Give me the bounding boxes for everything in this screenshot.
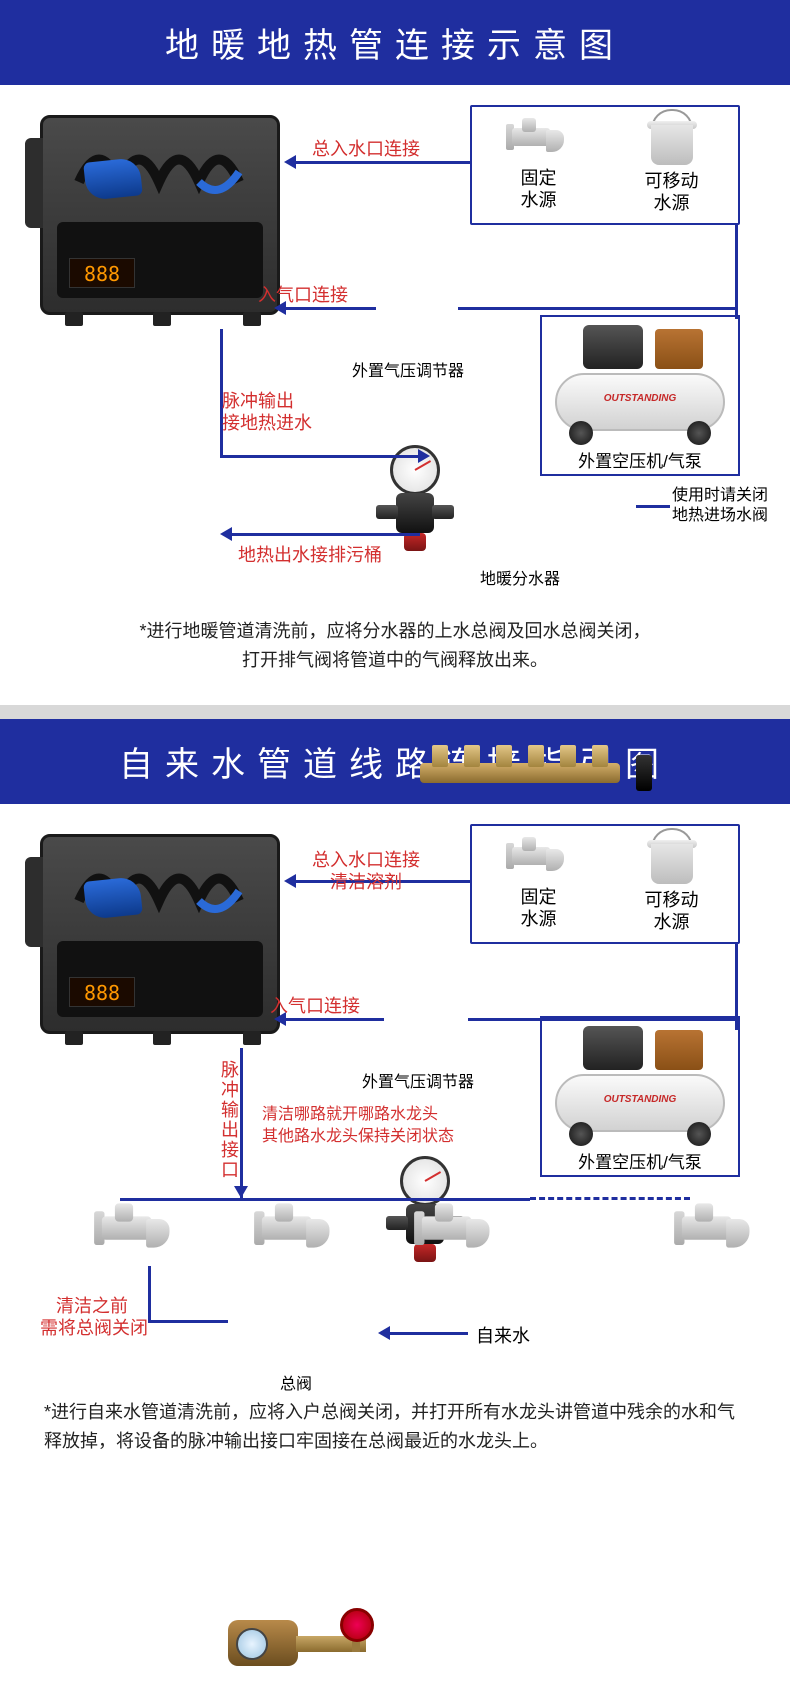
mobile-source-label: 可移动 水源 (645, 171, 699, 214)
water-source-box2: 固定 水源 可移动 水源 (470, 824, 740, 944)
compressor-box: OUTSTANDING 外置空压机/气泵 (540, 315, 740, 476)
bucket-icon2 (645, 834, 699, 884)
pulse-out2: 接地热进水 (222, 409, 312, 435)
diagram1: 888 固定 水源 可移动 水源 总入水口连接 外置气压调节器 (0, 85, 790, 705)
section2-title: 自来水管道线路连接指引图 (0, 719, 790, 804)
close-main2: 需将总阀关闭 (40, 1314, 148, 1340)
faucet-row-2 (262, 1203, 332, 1260)
diagram2: 888 固定 水源 可移动 水源 总入水口连接 清洁溶剂 外置气压调节器 OUT… (0, 804, 790, 1484)
faucet-icon (512, 118, 566, 162)
air-inlet-label: 入气口连接 (258, 281, 348, 307)
section1-footnote: *进行地暖管道清洗前，应将分水器的上水总阀及回水总阀关闭， 打开排气阀将管道中的… (0, 605, 790, 699)
main-valve-label: 总阀 (280, 1370, 312, 1394)
compressor-brand: OUTSTANDING (604, 393, 677, 404)
manifold-label: 地暖分水器 (480, 565, 560, 589)
regulator-label2: 外置气压调节器 (362, 1068, 474, 1092)
compressor-label: 外置空压机/气泵 (550, 447, 730, 472)
section1-title: 地暖地热管连接示意图 (0, 0, 790, 85)
compressor-brand2: OUTSTANDING (604, 1094, 677, 1105)
device-display: 888 (69, 258, 135, 288)
fixed-source-label: 固定 水源 (521, 168, 557, 211)
section2-footnote: *进行自来水管道清洗前，应将入户总阀关闭，并打开所有水龙头讲管道中残余的水和气释… (0, 1398, 790, 1456)
compressor-box2: OUTSTANDING 外置空压机/气泵 (540, 1016, 740, 1177)
water-inlet-label: 总入水口连接 (312, 135, 420, 161)
cleaning-device2: 888 (40, 834, 280, 1034)
close-valve2: 地热进场水阀 (672, 501, 768, 525)
separator (0, 705, 790, 719)
pressure-regulator (370, 445, 460, 555)
tap-water-label: 自来水 (476, 1322, 530, 1348)
water-inlet2-s2: 清洁溶剂 (330, 868, 402, 894)
device-display2: 888 (69, 977, 135, 1007)
cleaning-device: 888 (40, 115, 280, 315)
faucet-row-3 (422, 1203, 492, 1260)
water-source-box: 固定 水源 可移动 水源 (470, 105, 740, 225)
clean-note2: 其他路水龙头保持关闭状态 (262, 1122, 454, 1146)
mobile-source-label2: 可移动 水源 (645, 890, 699, 933)
faucet-row-1 (102, 1203, 172, 1260)
bucket-icon (645, 115, 699, 165)
clean-note1: 清洁哪路就开哪路水龙头 (262, 1100, 438, 1124)
pulse-port-label: 脉冲输出接口 (216, 1060, 242, 1180)
regulator-label: 外置气压调节器 (352, 357, 464, 381)
faucet-row-4 (682, 1203, 752, 1260)
drain-label: 地热出水接排污桶 (238, 541, 382, 567)
compressor-label2: 外置空压机/气泵 (550, 1148, 730, 1173)
faucet-icon2 (512, 837, 566, 881)
air-inlet-label2: 入气口连接 (270, 992, 360, 1018)
main-valve (228, 1602, 378, 1682)
fixed-source-label2: 固定 水源 (521, 887, 557, 930)
